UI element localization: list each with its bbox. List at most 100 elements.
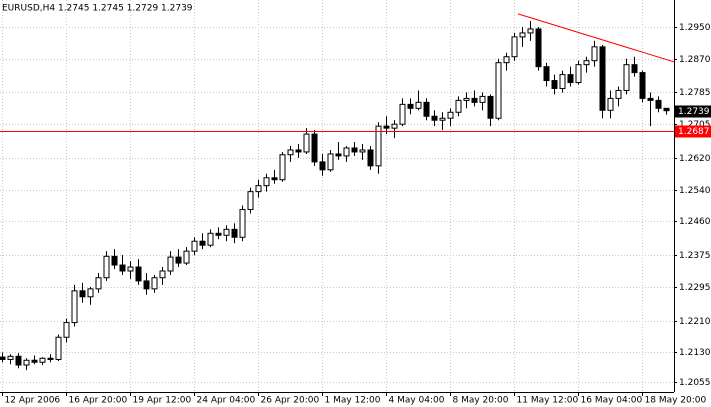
candle-body	[463, 97, 470, 101]
candle-body	[319, 161, 326, 171]
candle-body	[151, 277, 158, 290]
candle-body	[607, 97, 614, 111]
candle-body	[615, 89, 622, 99]
candle-body	[95, 277, 102, 290]
candle-body	[255, 185, 262, 193]
hline-label: 1.2687	[678, 127, 710, 137]
x-tick-label: 16 May 04:00	[581, 396, 643, 406]
candle-body	[391, 123, 398, 129]
candle-body	[487, 95, 494, 119]
x-tick-label: 4 May 04:00	[389, 396, 445, 406]
x-tick-label: 18 May 20:00	[645, 396, 707, 406]
candle-body	[287, 149, 294, 156]
candle-body	[183, 250, 190, 264]
candle-body	[351, 147, 358, 153]
candle-body	[15, 355, 22, 366]
y-tick-label: 1.2210	[679, 317, 711, 327]
candle-body	[7, 355, 14, 360]
candle-body	[407, 103, 414, 109]
x-tick-label: 26 Apr 20:00	[261, 396, 320, 406]
y-tick-label: 1.2870	[679, 55, 711, 65]
candle-body	[455, 99, 462, 113]
candle-body	[103, 255, 110, 279]
candle-body	[199, 240, 206, 246]
candle-body	[511, 36, 518, 58]
candle-body	[215, 232, 222, 236]
candle-body	[271, 177, 278, 181]
candle-body	[327, 153, 334, 171]
candle-body	[79, 290, 86, 298]
candle-body	[207, 232, 214, 246]
candle-body	[247, 191, 254, 210]
candle-body	[495, 62, 502, 119]
y-tick-label: 1.2460	[679, 217, 711, 227]
chart-title: EURUSD,H4 1.2745 1.2745 1.2729 1.2739	[2, 4, 193, 14]
candle-body	[423, 101, 430, 117]
candle-body	[383, 125, 390, 129]
y-tick-label: 1.2055	[679, 378, 711, 388]
x-tick-label: 12 Apr 2006	[5, 396, 61, 406]
x-tick-label: 19 Apr 12:00	[133, 396, 192, 406]
candle-body	[575, 64, 582, 84]
candle-body	[119, 264, 126, 272]
candle-body	[63, 322, 70, 338]
candle-body	[663, 107, 670, 112]
candle-body	[583, 60, 590, 66]
candle-body	[535, 28, 542, 68]
y-tick-label: 1.2705	[679, 120, 711, 130]
candle-body	[135, 266, 142, 282]
y-tick-label: 1.2295	[679, 283, 711, 293]
candle-body	[631, 64, 638, 74]
candle-body	[159, 270, 166, 279]
candle-body	[167, 256, 174, 272]
candle-body	[367, 149, 374, 167]
candle-body	[447, 111, 454, 119]
candle-body	[551, 80, 558, 89]
candle-body	[303, 133, 310, 153]
y-tick-label: 1.2950	[679, 23, 711, 33]
candle-body	[415, 101, 422, 109]
candle-body	[231, 228, 238, 238]
candle-body	[71, 290, 78, 324]
candle-body	[239, 208, 246, 238]
candle-body	[191, 240, 198, 252]
candle-body	[639, 72, 646, 99]
candle-body	[175, 256, 182, 264]
candle-body	[359, 149, 366, 153]
x-tick-label: 11 May 12:00	[517, 396, 579, 406]
candle-body	[399, 103, 406, 125]
y-tick-label: 1.2785	[679, 88, 711, 98]
candle-body	[39, 357, 46, 363]
x-tick-label: 16 Apr 20:00	[69, 396, 128, 406]
candle-body	[559, 74, 566, 89]
candle-body	[567, 74, 574, 84]
plot-area	[0, 13, 674, 371]
candle-body	[471, 97, 478, 103]
candle-body	[263, 177, 270, 187]
candle-body	[335, 153, 342, 157]
candle-body	[111, 255, 118, 266]
bid-label: 1.2739	[678, 107, 710, 117]
candle-body	[127, 266, 134, 272]
x-tick-label: 24 Apr 04:00	[197, 396, 256, 406]
candle-body	[591, 46, 598, 62]
candle-body	[55, 336, 62, 360]
candle-body	[295, 149, 302, 153]
candle-body	[143, 280, 150, 290]
candle-body	[23, 359, 30, 366]
candle-body	[279, 154, 286, 181]
trend-line	[517, 13, 674, 63]
candle-body	[479, 95, 486, 103]
candle-body	[0, 356, 6, 360]
candle-body	[31, 359, 38, 363]
y-tick-label: 1.2620	[679, 154, 711, 164]
candle-body	[87, 288, 94, 298]
bid-label-box	[675, 105, 711, 118]
y-tick-label: 1.2375	[679, 251, 711, 261]
candle-body	[431, 115, 438, 121]
candle-body	[375, 125, 382, 167]
candle-body	[599, 46, 606, 111]
